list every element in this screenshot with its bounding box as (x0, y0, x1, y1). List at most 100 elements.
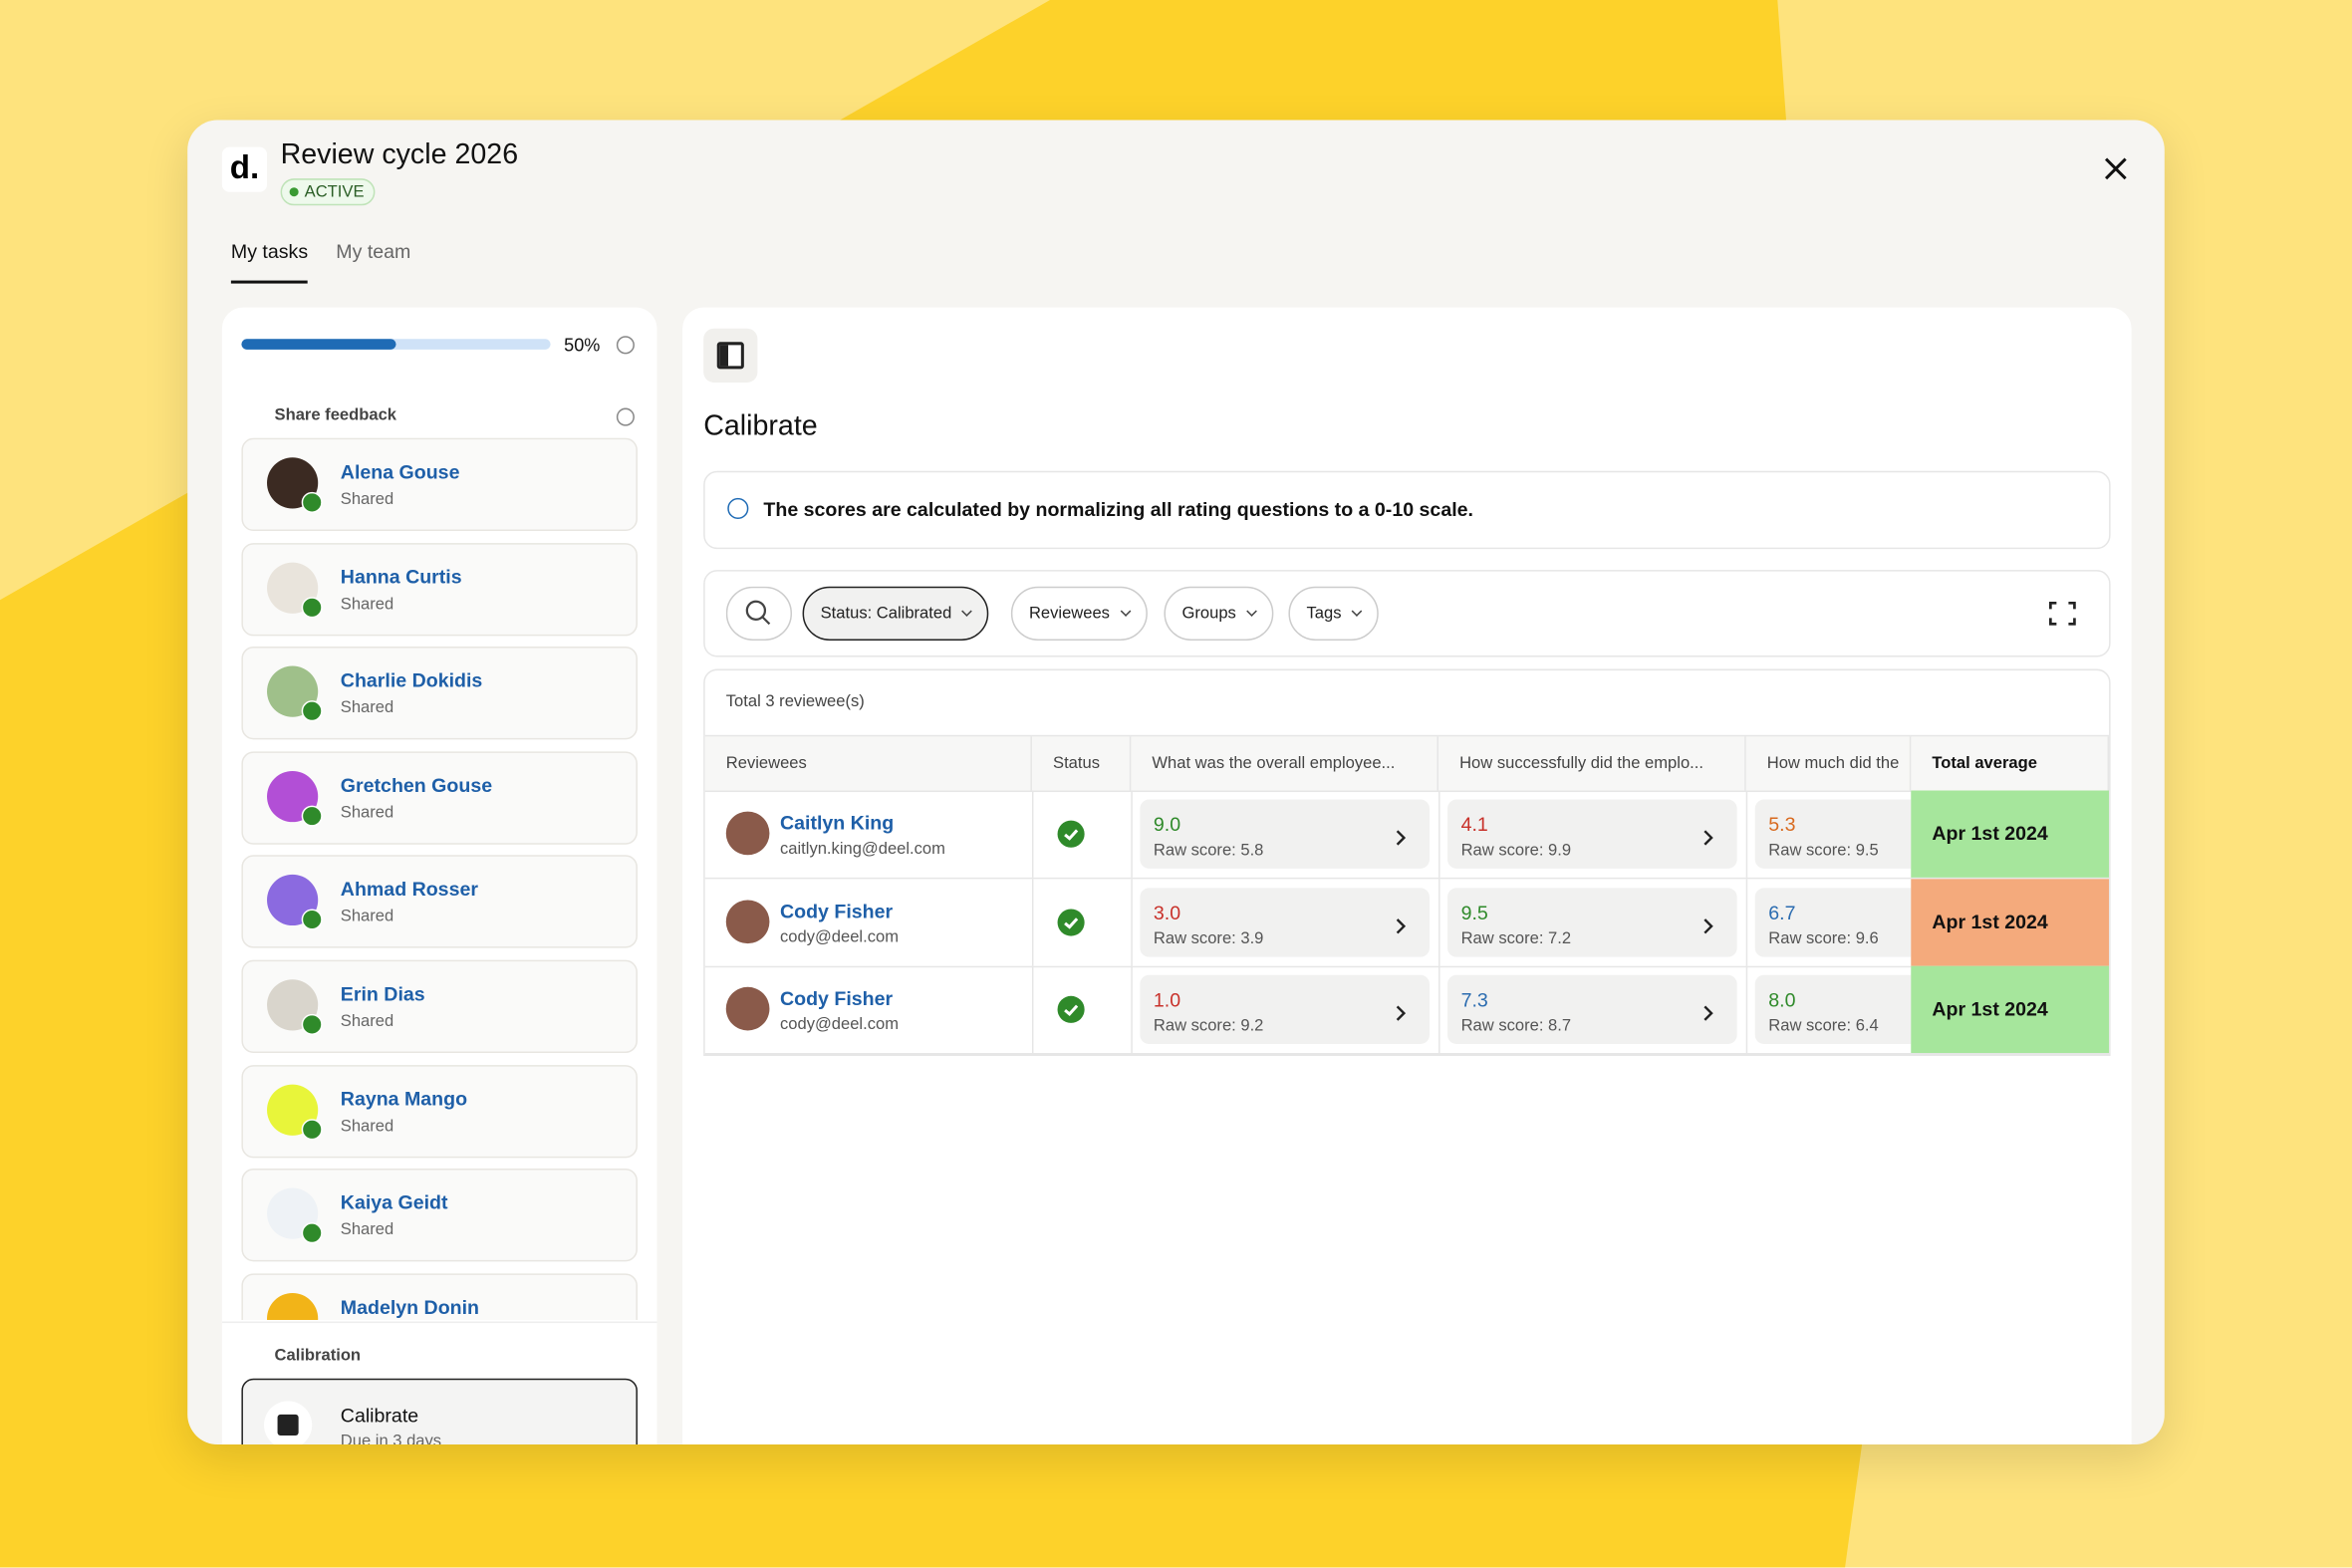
avatar (725, 811, 770, 856)
raw-score: Raw score: 5.8 (1153, 841, 1264, 860)
raw-score: Raw score: 9.5 (1768, 841, 1879, 860)
chevron (1702, 827, 1714, 854)
table: Total 3 reviewee(s) Reviewees Status What … (703, 668, 2111, 1057)
person-card[interactable]: Erin Dias Shared (241, 959, 638, 1054)
filter-chip[interactable]: Tags (1288, 586, 1380, 641)
chevron (1395, 915, 1407, 941)
score-cell[interactable]: 4.1 Raw score: 9.9 (1447, 799, 1737, 869)
person-status: Shared (340, 908, 394, 926)
table-header: Reviewees Status What was the overall empl… (704, 734, 2110, 793)
table-row: Caitlyn King caitlyn.king@deel.com 9.0 Raw … (704, 790, 2110, 880)
person-card[interactable]: Ahmad Rosser Shared (241, 855, 638, 949)
search-button[interactable] (725, 586, 793, 641)
cell-divider (1131, 790, 1133, 878)
total-average: Apr 1st 2024 (1932, 822, 2048, 845)
sidebar-toggle[interactable] (703, 328, 758, 383)
check-badge (301, 491, 323, 513)
reviewee-email: cody@deel.com (779, 927, 900, 946)
info-icon (616, 336, 635, 355)
person-name: Gretchen Gouse (340, 773, 493, 797)
avatar (725, 899, 770, 943)
info-banner: The scores are calculated by normalizing… (703, 470, 2111, 550)
person-card[interactable]: Alena Gouse Shared (241, 437, 638, 532)
column-header: How successfully did the emplo... (1438, 736, 1746, 791)
total-cell: Apr 1st 2024 (1911, 790, 2110, 878)
score-cell[interactable]: 7.3 Raw score: 8.7 (1447, 975, 1737, 1045)
fullscreen-button[interactable] (2048, 601, 2076, 626)
progress-label: 50% (564, 334, 601, 356)
total-count: Total 3 reviewee(s) (725, 692, 865, 711)
score-cell[interactable]: 8.0 Raw score: 6.4 (1754, 975, 1936, 1045)
filter-chip[interactable]: Groups (1164, 586, 1274, 641)
reviewee-email: caitlyn.king@deel.com (779, 840, 945, 859)
person-card[interactable]: Gretchen Gouse Shared (241, 751, 638, 845)
close-button[interactable] (2104, 157, 2128, 180)
person-name: Kaiya Geidt (340, 1190, 448, 1214)
person-card[interactable]: Rayna Mango Shared (241, 1064, 638, 1158)
reviewee-name[interactable]: Caitlyn King (779, 811, 895, 835)
section-label: Share feedback (274, 406, 397, 425)
score: 3.0 (1153, 901, 1181, 924)
score-cell[interactable]: 1.0 Raw score: 9.2 (1140, 975, 1430, 1045)
status-badge: ACTIVE (280, 178, 376, 206)
task-card[interactable]: Calibrate Due in 3 days (241, 1378, 638, 1445)
score-cell[interactable]: 3.0 Raw score: 3.9 (1140, 887, 1430, 957)
person-status: Shared (340, 1117, 394, 1136)
status-icon (1057, 996, 1085, 1024)
person-status: Shared (340, 595, 394, 614)
task-due: Due in 3 days (340, 1432, 442, 1445)
person-card[interactable]: Hanna Curtis Shared (241, 542, 638, 636)
status-dot (289, 187, 299, 197)
filter-chip[interactable]: Reviewees (1010, 586, 1148, 641)
check-badge (301, 700, 323, 722)
person-name: Charlie Dokidis (340, 668, 483, 692)
person-status: Shared (340, 1220, 394, 1240)
reviewee-name[interactable]: Cody Fisher (779, 987, 894, 1010)
score: 7.3 (1460, 988, 1488, 1012)
cell-divider (1745, 966, 1748, 1054)
person-card[interactable]: Charlie Dokidis Shared (241, 647, 638, 740)
total-cell: Apr 1st 2024 (1911, 966, 2110, 1054)
total-cell: Apr 1st 2024 (1911, 878, 2110, 966)
chevron (1395, 827, 1407, 854)
cell-divider (1745, 790, 1748, 878)
column-header: How much did the (1746, 736, 1912, 791)
cell-divider (1031, 878, 1034, 966)
reviewee-name[interactable]: Cody Fisher (779, 899, 894, 922)
status-icon (1057, 909, 1085, 936)
score-cell[interactable]: 6.7 Raw score: 9.6 (1754, 887, 1936, 957)
cell-divider (1131, 966, 1133, 1054)
tab[interactable]: My team (336, 239, 411, 263)
person-status: Shared (340, 1012, 394, 1031)
avatar (725, 987, 770, 1032)
person-card[interactable]: Kaiya Geidt Shared (241, 1169, 638, 1262)
check-badge (301, 1013, 323, 1035)
filter-bar: Status: Calibrated Reviewees Groups Tags (703, 570, 2111, 657)
modal: d. Review cycle 2026 ACTIVE My tasks My … (187, 120, 2165, 1445)
score-cell[interactable]: 9.0 Raw score: 5.8 (1140, 799, 1430, 869)
score: 4.1 (1460, 813, 1488, 836)
column-header: Status (1032, 736, 1132, 791)
cell-divider (1745, 878, 1748, 966)
filter-chip[interactable]: Status: Calibrated (802, 586, 989, 641)
chevron (1702, 1002, 1714, 1029)
info-text: The scores are calculated by normalizing… (763, 497, 1473, 521)
cell-divider (1438, 790, 1440, 878)
score: 9.5 (1460, 901, 1488, 924)
score-cell[interactable]: 5.3 Raw score: 9.5 (1754, 799, 1936, 869)
calibration-section: Calibration Calibrate Due in 3 days (221, 1321, 657, 1445)
column-header: Total average (1911, 736, 2110, 791)
table-row: Cody Fisher cody@deel.com 1.0 Raw score: 9.… (704, 966, 2110, 1055)
tab[interactable]: My tasks (230, 240, 309, 284)
score: 8.0 (1768, 988, 1796, 1012)
person-card[interactable]: Madelyn DoninShared (241, 1273, 638, 1321)
score: 5.3 (1768, 813, 1796, 836)
raw-score: Raw score: 7.2 (1460, 929, 1572, 948)
main-panel: Calibrate The scores are calculated by n… (682, 307, 2132, 1445)
info-icon (616, 407, 635, 426)
score-cell[interactable]: 9.5 Raw score: 7.2 (1447, 887, 1737, 957)
check-badge (301, 1222, 323, 1244)
task-title: Calibrate (340, 1404, 419, 1427)
score: 1.0 (1153, 988, 1181, 1012)
